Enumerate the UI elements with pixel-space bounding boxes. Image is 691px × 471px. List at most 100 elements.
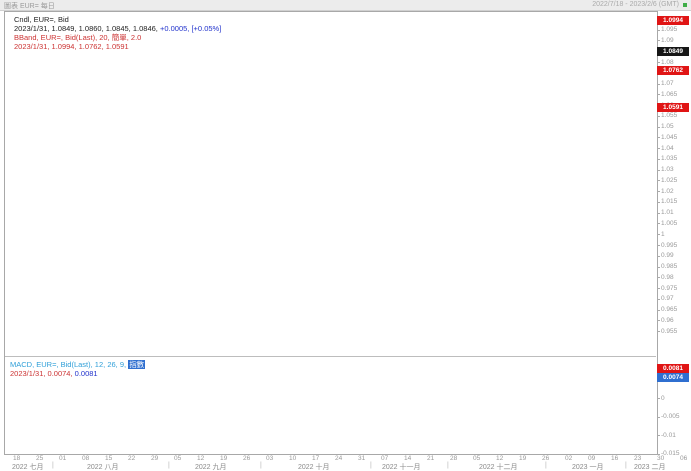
macd-tick-mark [657,416,660,418]
price-tick-mark [657,255,660,257]
price-tick-mark [657,309,660,311]
price-tick-label: 1.025 [661,176,678,184]
x-axis-week-label: 14 [404,455,412,462]
price-tick-mark [657,40,660,42]
price-tick-label: 0.955 [661,327,678,335]
macd-tick-label: -0.005 [661,413,680,420]
price-tick-mark [657,277,660,279]
price-tick-mark [657,288,660,290]
legend-macd-line-value: 0.0081 [74,369,98,378]
price-tick-mark [657,94,660,96]
x-axis-month-label: 2022 十月 [298,464,330,471]
macd-tick-label: -0.01 [661,431,676,439]
price-tick-label: 1.01 [661,209,674,217]
price-badge-lower-band: 1.0591 [657,103,689,112]
x-axis-week-label: 08 [82,455,90,462]
title-bar: 圖表 EUR= 每日 2022/7/18 - 2023/2/6 (GMT) [0,0,691,11]
x-axis-week-label: 25 [36,455,44,462]
macd-tick-mark [657,398,660,399]
macd-tick-mark [657,435,660,436]
legend-bband-series: BBand, EUR=, Bid(Last), 20, 簡單, 2.0 [14,33,142,42]
price-tick-label: 0.96 [661,316,674,324]
price-tick-mark [657,298,660,300]
price-tick-mark [657,191,660,193]
price-tick-mark [657,137,660,139]
x-axis-week-label: 01 [59,455,67,462]
legend-candle-change: +0.0005, [+0.05%] [159,24,222,33]
legend-macd-params: MACD, EUR=, Bid(Last), 12, 26, 9, [10,360,127,369]
x-axis-month-label: 2022 七月 [12,464,44,471]
x-axis-week-label: 19 [519,455,527,462]
x-axis-week-label: 10 [289,455,297,462]
legend-macd-ma-type-chip: 指數 [128,360,146,369]
x-axis-week-label: 30 [657,455,665,462]
price-tick-label: 1.07 [661,80,674,88]
x-axis-week-label: 05 [473,455,481,462]
legend-candle-series: Cndl, EUR=, Bid [14,15,69,24]
x-axis-month-label: 2022 十一月 [382,464,421,471]
x-axis-month-label: 2023 一月 [572,464,604,471]
price-tick-mark [657,266,660,268]
x-axis-month-separator: | [447,462,449,469]
price-tick-label: 0.985 [661,263,678,271]
x-axis-week-label: 03 [266,455,274,462]
price-tick-mark [657,115,660,117]
x-axis-week-label: 17 [312,455,320,462]
x-axis-week-label: 05 [174,455,182,462]
x-axis-month-separator: | [625,462,627,469]
macd-badge-line: 0.0074 [657,373,689,382]
price-tick-label: 1.045 [661,133,678,141]
x-axis-week-label: 26 [243,455,251,462]
date-range-label: 2022/7/18 - 2023/2/6 (GMT) [592,1,679,8]
x-axis-week-label: 06 [680,455,688,462]
price-badge-last-price: 1.0849 [657,47,689,57]
legend-candle-values: 2023/1/31, 1.0849, 1.0860, 1.0845, 1.084… [14,24,221,33]
price-tick-label: 0.97 [661,295,674,303]
price-tick-label: 1.095 [661,26,678,34]
price-tick-mark [657,126,660,128]
x-axis-month-label: 2022 十二月 [479,464,518,471]
x-axis-month-separator: | [370,462,372,469]
price-tick-label: 1.005 [661,219,678,227]
x-axis-month-label: 2022 九月 [195,464,227,471]
x-axis-week-label: 29 [151,455,159,462]
x-axis-week-label: 02 [565,455,573,462]
x-axis-month-separator: | [260,462,262,469]
price-tick-label: 0.98 [661,273,674,281]
price-tick-mark [657,223,660,225]
price-tick-label: 0.995 [661,241,678,249]
price-tick-mark [657,212,660,214]
price-badge-middle-band: 1.0762 [657,66,689,76]
legend-candle-ohlc: 2023/1/31, 1.0849, 1.0860, 1.0845, 1.084… [14,24,158,33]
price-tick-label: 1.03 [661,166,674,174]
x-axis-month-label: 2022 八月 [87,464,119,471]
price-tick-mark [657,148,660,150]
price-tick-mark [657,234,660,236]
price-tick-label: 1.09 [661,36,674,44]
price-tick-label: 1 [661,230,665,238]
x-axis-month-separator: | [168,462,170,469]
x-axis-week-label: 31 [358,455,366,462]
price-tick-label: 1.035 [661,155,678,163]
x-axis-week-label: 07 [381,455,389,462]
price-tick-mark [657,331,660,333]
price-tick-mark [657,245,660,246]
x-axis-week-label: 24 [335,455,343,462]
price-tick-mark [657,180,660,182]
legend-macd-values: 2023/1/31, 0.0074, 0.0081 [10,369,98,378]
x-axis-week-label: 28 [450,455,458,462]
price-tick-mark [657,201,660,203]
price-tick-label: 1.065 [661,90,678,98]
price-tick-label: 0.965 [661,306,678,314]
legend-macd-signal-value: 2023/1/31, 0.0074, [10,369,73,378]
price-tick-label: 1.015 [661,198,678,206]
price-tick-mark [657,169,660,171]
legend-bband-values: 2023/1/31, 1.0994, 1.0762, 1.0591 [14,42,129,51]
x-axis-week-label: 22 [128,455,136,462]
x-axis-week-label: 09 [588,455,596,462]
price-tick-mark [657,320,660,322]
x-axis-month-separator: | [545,462,547,469]
x-axis-month-separator: | [52,462,54,469]
price-tick-label: 0.99 [661,252,674,260]
